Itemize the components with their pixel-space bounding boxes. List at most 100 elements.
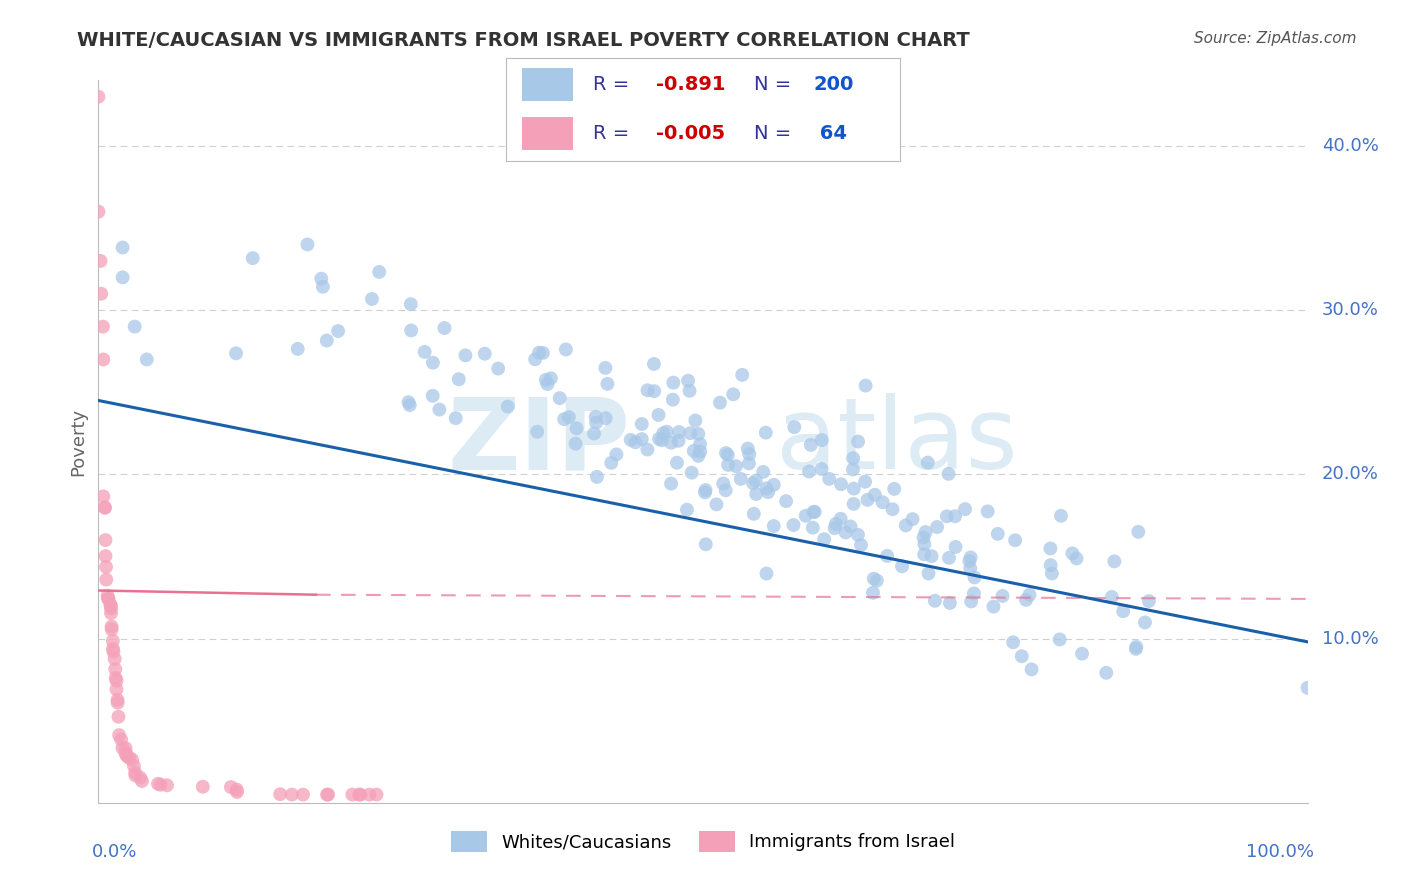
Point <box>917 566 939 581</box>
Point <box>87 204 110 219</box>
Point <box>1062 546 1084 560</box>
Point <box>891 559 914 574</box>
Point <box>756 485 779 500</box>
Point <box>114 741 136 756</box>
Point <box>872 495 894 509</box>
Point <box>342 788 364 802</box>
Point <box>689 444 711 458</box>
Point <box>1004 533 1026 548</box>
Point <box>595 360 617 375</box>
Point <box>738 456 761 470</box>
Point <box>269 787 291 801</box>
Point <box>963 586 986 600</box>
Point <box>939 596 962 610</box>
Point <box>1015 592 1038 607</box>
Point <box>96 589 118 603</box>
Point <box>842 497 865 511</box>
Point <box>297 237 319 252</box>
Point <box>368 265 391 279</box>
Point <box>912 547 935 561</box>
Point <box>987 526 1010 541</box>
Point <box>100 619 122 633</box>
Point <box>693 485 716 500</box>
Point <box>524 352 547 367</box>
Point <box>124 768 146 782</box>
Point <box>433 321 456 335</box>
Point <box>101 641 124 656</box>
Point <box>662 376 685 390</box>
Point <box>842 451 865 466</box>
Point <box>281 788 304 802</box>
Point <box>855 378 877 392</box>
Point <box>101 634 124 648</box>
Point <box>104 652 127 666</box>
Point <box>1133 615 1156 630</box>
Point <box>444 411 467 425</box>
Point <box>326 324 349 338</box>
Point <box>316 788 339 802</box>
Point <box>496 400 519 414</box>
Point <box>830 512 852 526</box>
Point <box>689 437 711 451</box>
Point <box>554 343 576 357</box>
Point <box>104 671 127 685</box>
Point <box>846 528 869 542</box>
Point <box>636 442 658 457</box>
Point <box>1125 641 1147 656</box>
Point <box>191 780 214 794</box>
Point <box>312 279 335 293</box>
Text: Source: ZipAtlas.com: Source: ZipAtlas.com <box>1194 31 1357 46</box>
Point <box>427 402 450 417</box>
Point <box>630 432 652 446</box>
Point <box>1039 558 1062 573</box>
Point <box>107 696 129 710</box>
Point <box>624 435 647 450</box>
Text: ZIP: ZIP <box>447 393 630 490</box>
Point <box>917 456 939 470</box>
Point <box>1071 647 1094 661</box>
Point <box>91 319 114 334</box>
Point <box>527 345 550 359</box>
Point <box>115 749 138 764</box>
Point <box>93 489 115 503</box>
Point <box>219 780 242 794</box>
Point <box>924 594 946 608</box>
Point <box>149 778 172 792</box>
Point <box>803 505 825 519</box>
Point <box>1050 508 1073 523</box>
Bar <box>522 69 574 101</box>
Point <box>531 346 554 360</box>
Point <box>953 502 976 516</box>
Point <box>959 550 981 565</box>
Text: 100.0%: 100.0% <box>1246 843 1313 861</box>
Point <box>600 456 623 470</box>
Point <box>1011 649 1033 664</box>
Point <box>783 420 806 434</box>
Point <box>959 561 981 575</box>
Point <box>842 482 865 496</box>
Point <box>1021 662 1043 676</box>
Point <box>866 574 889 588</box>
Point <box>676 374 699 388</box>
Point <box>839 519 862 533</box>
Point <box>737 442 759 456</box>
Text: 0.0%: 0.0% <box>93 843 138 861</box>
Point <box>585 409 607 424</box>
Point <box>914 524 936 539</box>
Point <box>834 525 856 540</box>
Point <box>536 377 558 392</box>
Point <box>894 518 917 533</box>
Point <box>882 502 904 516</box>
Point <box>630 417 652 431</box>
Point <box>901 512 924 526</box>
Point <box>100 623 122 637</box>
Point <box>752 465 775 479</box>
Point <box>287 342 309 356</box>
Point <box>564 436 586 450</box>
Point <box>620 433 643 447</box>
Point <box>801 521 824 535</box>
Point <box>94 500 117 515</box>
Point <box>114 747 136 761</box>
Point <box>695 537 717 551</box>
Point <box>714 446 737 460</box>
